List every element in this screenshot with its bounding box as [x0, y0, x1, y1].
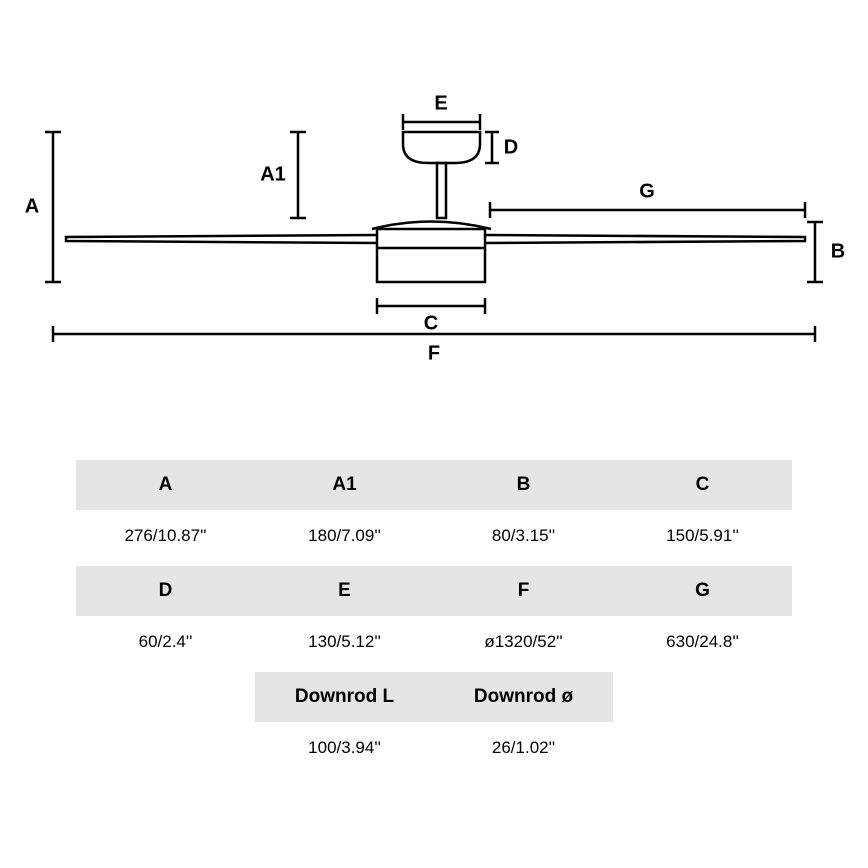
downrod	[437, 163, 446, 218]
label-C: C	[424, 313, 438, 336]
table-row: 60/2.4'' 130/5.12'' ø1320/52'' 630/24.8'…	[76, 616, 792, 672]
table-header: A1	[255, 460, 434, 510]
table-value: 26/1.02''	[434, 722, 613, 778]
table-header: Downrod ø	[434, 672, 613, 722]
table-header: A	[76, 460, 255, 510]
fan-dimension-diagram: A A1 B C D E F G	[0, 0, 868, 440]
table-header: Downrod L	[255, 672, 434, 722]
label-A: A	[25, 196, 39, 219]
table-row: 276/10.87'' 180/7.09'' 80/3.15'' 150/5.9…	[76, 510, 792, 566]
motor-body	[377, 229, 485, 282]
table-value: 100/3.94''	[255, 722, 434, 778]
diagram-svg	[0, 0, 868, 440]
blade-right	[485, 235, 805, 243]
label-G: G	[639, 181, 655, 204]
table-value: ø1320/52''	[434, 616, 613, 672]
label-D: D	[504, 137, 518, 160]
table-row: D E F G	[76, 566, 792, 616]
label-E: E	[434, 93, 447, 116]
label-F: F	[428, 343, 440, 366]
table-value: 80/3.15''	[434, 510, 613, 566]
table-header: F	[434, 566, 613, 616]
table-header: G	[613, 566, 792, 616]
table-value: 150/5.91''	[613, 510, 792, 566]
blade-left	[66, 235, 377, 243]
table-row: 100/3.94'' 26/1.02''	[76, 722, 792, 778]
table-value: 180/7.09''	[255, 510, 434, 566]
label-B: B	[831, 241, 845, 264]
table-header: E	[255, 566, 434, 616]
canopy	[403, 132, 480, 163]
table-value: 630/24.8''	[613, 616, 792, 672]
table-row: Downrod L Downrod ø	[76, 672, 792, 722]
table-value: 130/5.12''	[255, 616, 434, 672]
table-header: C	[613, 460, 792, 510]
dimensions-table: A A1 B C 276/10.87'' 180/7.09'' 80/3.15'…	[76, 460, 792, 778]
table-value: 276/10.87''	[76, 510, 255, 566]
table-header: B	[434, 460, 613, 510]
table-row: A A1 B C	[76, 460, 792, 510]
table-header: D	[76, 566, 255, 616]
label-A1: A1	[260, 164, 286, 187]
table-value: 60/2.4''	[76, 616, 255, 672]
